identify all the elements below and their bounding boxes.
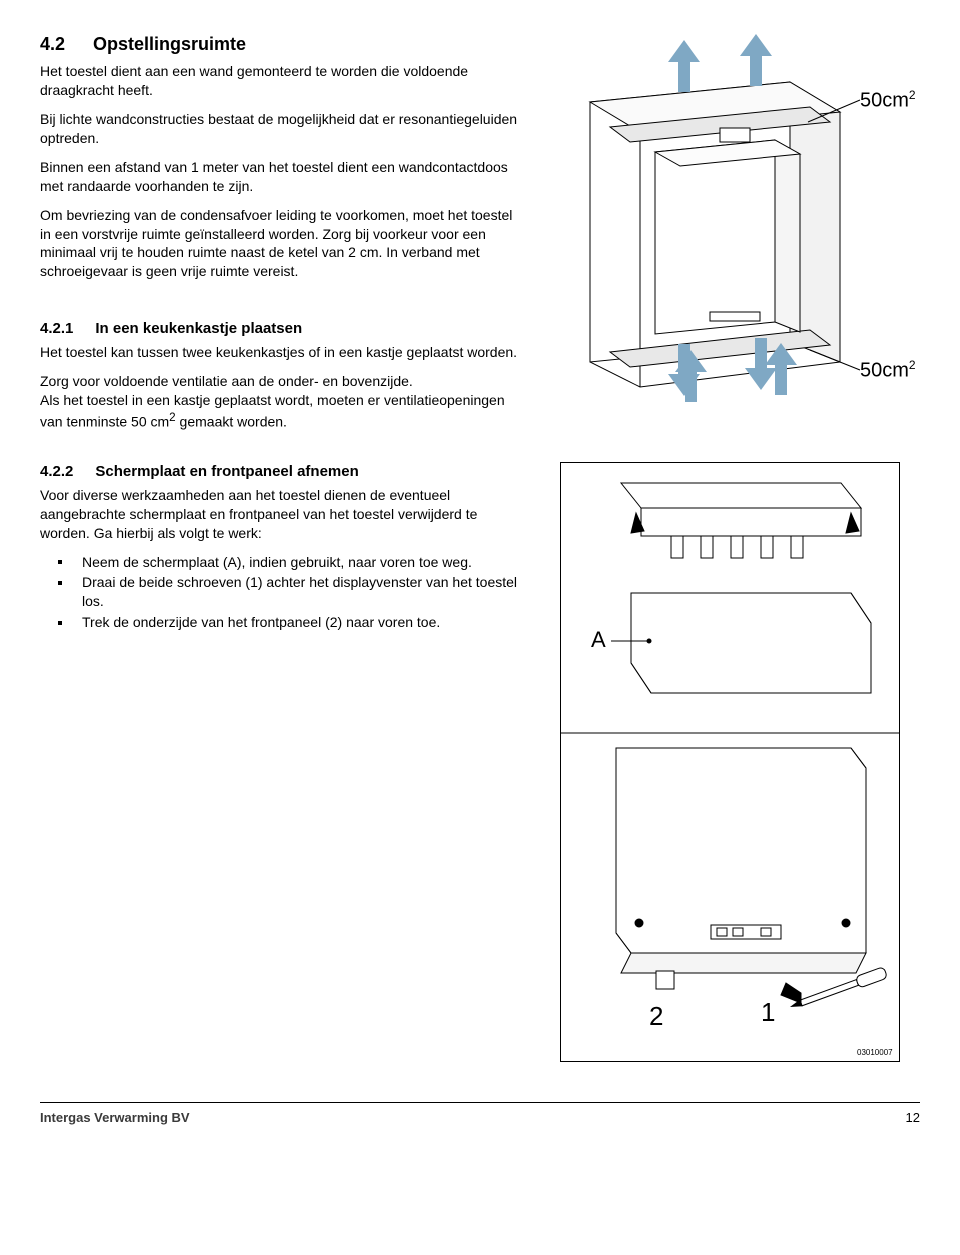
figure-1-label-bottom: 50cm2	[860, 357, 916, 385]
p-4-2-1: Het toestel dient aan een wand gemonteer…	[40, 62, 520, 100]
heading-4-2-2-title: Schermplaat en frontpaneel afnemen	[95, 463, 358, 480]
figure-2-label-a-text: A	[591, 627, 606, 652]
heading-4-2-number: 4.2	[40, 34, 65, 54]
figure-1-svg	[560, 32, 900, 412]
figure-1-label-top: 50cm2	[860, 87, 916, 115]
heading-4-2-1-title: In een keukenkastje plaatsen	[95, 320, 302, 337]
row-section-4-2: 4.2 Opstellingsruimte Het toestel dient a…	[40, 32, 920, 442]
heading-4-2-2: 4.2.2 Schermplaat en frontpaneel afnemen	[40, 462, 520, 482]
p-4-2-1-1: Het toestel kan tussen twee keukenkastje…	[40, 343, 520, 362]
row-section-4-2-2: 4.2.2Schermplaat en frontpaneel afnemen …	[40, 462, 920, 1062]
p-4-2-1-2: Zorg voor voldoende ventilatie aan de on…	[40, 372, 520, 391]
page-footer: Intergas Verwarming BV 12	[40, 1102, 920, 1127]
heading-4-2: 4.2 Opstellingsruimte	[40, 32, 520, 56]
p-4-2-2-intro: Voor diverse werkzaamheden aan het toest…	[40, 486, 520, 543]
figure-2-code-text: 03010007	[857, 1048, 893, 1057]
figure-2-label-2-text: 2	[649, 1001, 663, 1031]
heading-4-2-1: 4.2.1 In een keukenkastje plaatsen	[40, 319, 520, 339]
figure-2-container: A	[540, 462, 920, 1062]
p-4-2-4: Om bevriezing van de condensafvoer leidi…	[40, 206, 520, 282]
footer-page-number: 12	[906, 1109, 920, 1127]
text-4-2-2: 4.2.2Schermplaat en frontpaneel afnemen …	[40, 462, 520, 634]
heading-4-2-title: Opstellingsruimte	[93, 34, 246, 54]
heading-4-2-1-number: 4.2.1	[40, 320, 73, 337]
heading-4-2-2-number: 4.2.2	[40, 463, 73, 480]
p-4-2-3: Binnen een afstand van 1 meter van het t…	[40, 158, 520, 196]
p-4-2-1-3: Als het toestel in een kastje geplaatst …	[40, 391, 520, 431]
p-4-2-2: Bij lichte wandconstructies bestaat de m…	[40, 110, 520, 148]
figure-2-svg: A	[561, 463, 899, 1061]
text-4-2: 4.2 Opstellingsruimte Het toestel dient a…	[40, 32, 520, 442]
bullet-3: Trek de onderzijde van het frontpaneel (…	[40, 613, 520, 632]
bullet-2: Draai de beide schroeven (1) achter het …	[40, 573, 520, 611]
figure-1-container: 50cm2 50cm2	[540, 32, 920, 412]
figure-2-label-1-text: 1	[761, 997, 775, 1027]
bullets-4-2-2: Neem de schermplaat (A), indien gebruikt…	[40, 553, 520, 633]
bullet-1: Neem de schermplaat (A), indien gebruikt…	[40, 553, 520, 572]
footer-company: Intergas Verwarming BV	[40, 1109, 190, 1127]
